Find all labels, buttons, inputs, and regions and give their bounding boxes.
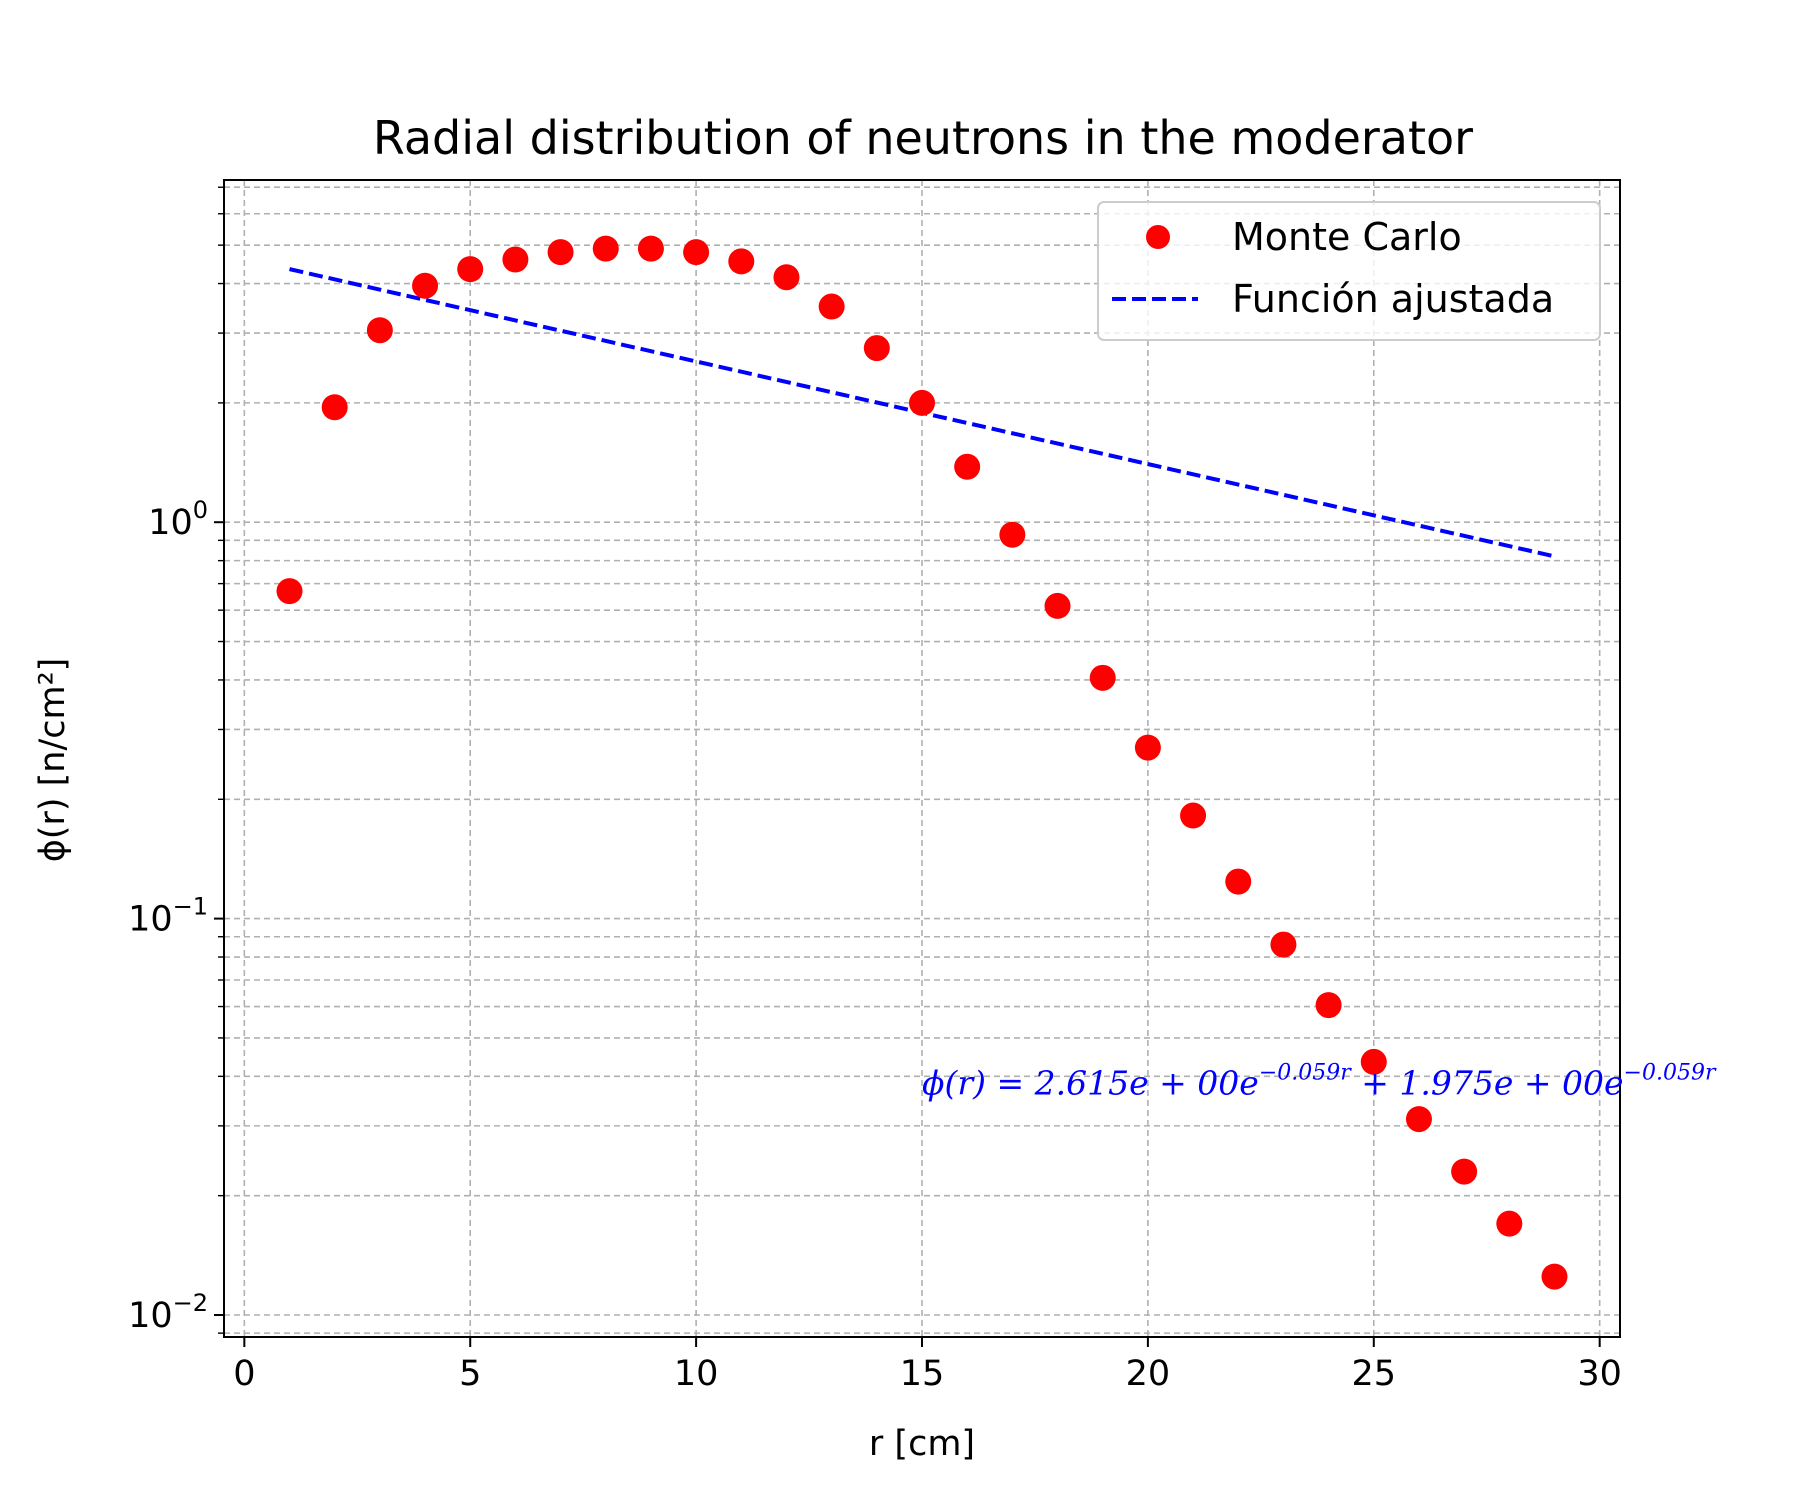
data-point <box>1451 1158 1478 1185</box>
x-tick-label: 20 <box>1126 1354 1171 1394</box>
data-point <box>954 453 981 480</box>
y-tick-label: 10−2 <box>128 1289 208 1336</box>
data-point <box>1270 931 1297 958</box>
x-tick-label: 15 <box>900 1354 945 1394</box>
x-tick-label: 5 <box>459 1354 481 1394</box>
data-point <box>1496 1210 1523 1237</box>
data-point <box>412 272 439 299</box>
data-point <box>276 578 303 605</box>
y-tick-label: 100 <box>148 496 208 543</box>
data-point <box>863 335 890 362</box>
data-point <box>728 248 755 275</box>
fit-annotation: ϕ(r) = 2.615e + 00e−0.059r + 1.975e + 00… <box>922 1060 1717 1102</box>
data-point <box>1541 1263 1568 1290</box>
data-points-layer <box>276 235 1568 1290</box>
data-point <box>1134 734 1161 761</box>
data-point <box>592 235 619 262</box>
data-point <box>366 317 393 344</box>
data-point <box>909 389 935 416</box>
legend-label-fit: Función ajustada <box>1232 277 1554 321</box>
data-point <box>1315 992 1342 1019</box>
fit-equation: ϕ(r) = 2.615e + 00e−0.059r + 1.975e + 00… <box>922 1060 1717 1102</box>
data-point <box>999 521 1026 548</box>
data-point <box>1089 664 1116 691</box>
data-point <box>1360 1048 1387 1075</box>
x-tick-label: 30 <box>1577 1354 1622 1394</box>
legend-marker-monte-carlo <box>1146 225 1170 249</box>
data-point <box>457 256 484 283</box>
data-point <box>1044 592 1071 619</box>
x-tick-label: 0 <box>233 1354 255 1394</box>
data-point <box>773 264 800 291</box>
data-point <box>1180 802 1207 829</box>
x-tick-label: 10 <box>674 1354 719 1394</box>
data-point <box>1405 1106 1432 1133</box>
data-point <box>502 246 529 273</box>
legend-label-monte-carlo: Monte Carlo <box>1232 215 1462 259</box>
y-axis-title: ϕ(r) [n/cm²] <box>33 658 73 863</box>
x-tick-label: 25 <box>1352 1354 1397 1394</box>
y-tick-label: 10−1 <box>128 893 208 940</box>
data-point <box>683 239 710 266</box>
chart-title: Radial distribution of neutrons in the m… <box>373 111 1473 165</box>
data-point <box>818 293 845 320</box>
legend: Monte Carlo Función ajustada <box>1097 201 1601 341</box>
axis-ticks: 0 5 10 15 20 25 30 10−2 10−1 100 <box>128 186 1622 1394</box>
x-axis-title: r [cm] <box>869 1424 975 1464</box>
data-point <box>547 239 574 266</box>
data-point <box>637 235 664 262</box>
data-point <box>321 394 348 421</box>
data-point <box>1225 868 1252 895</box>
